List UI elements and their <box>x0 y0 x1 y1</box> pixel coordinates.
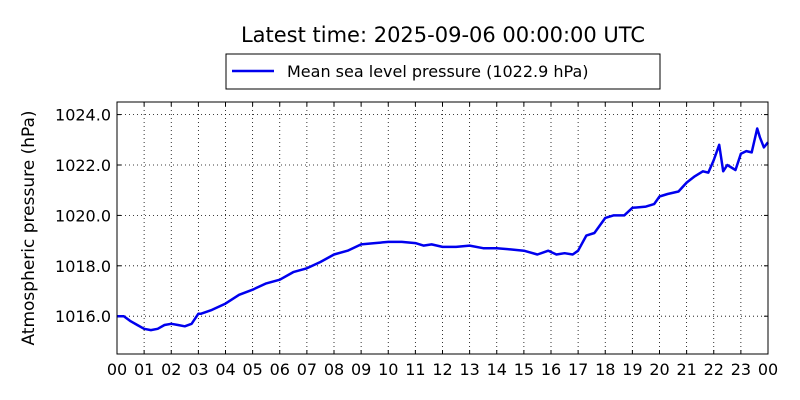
x-tick-label: 12 <box>432 360 452 379</box>
x-tick-label: 07 <box>297 360 317 379</box>
x-tick-label: 00 <box>107 360 127 379</box>
x-tick-label: 05 <box>242 360 262 379</box>
grid-lines <box>117 102 768 354</box>
series-line-mean-sea-level-pressure <box>117 127 769 332</box>
x-tick-label: 14 <box>487 360 507 379</box>
x-tick-label: 21 <box>676 360 696 379</box>
x-tick-label: 02 <box>161 360 181 379</box>
x-tick-label: 16 <box>541 360 561 379</box>
x-tick-label: 15 <box>514 360 534 379</box>
legend-box <box>225 53 661 90</box>
x-axis-ticks: 00 01 02 03 04 05 06 07 08 09 10 11 12 13 14 15 16 17 18 19… <box>107 102 778 379</box>
legend: Mean sea level pressure (1022.9 hPa) <box>225 53 661 90</box>
y-axis-label: Atmospheric pressure (hPa) <box>19 110 39 345</box>
y-tick-label: 1022.0 <box>55 156 111 175</box>
x-tick-label: 23 <box>731 360 751 379</box>
x-tick-label: 06 <box>270 360 290 379</box>
x-tick-label: 22 <box>704 360 724 379</box>
x-tick-label: 19 <box>622 360 642 379</box>
y-tick-label: 1024.0 <box>55 106 111 125</box>
x-tick-label: 13 <box>459 360 479 379</box>
y-axis-ticks: 1016.0 1018.0 1020.0 1022.0 1024.0 <box>55 106 768 326</box>
x-tick-label: 09 <box>351 360 371 379</box>
x-tick-label: 04 <box>215 360 235 379</box>
chart-title: Latest time: 2025-09-06 00:00:00 UTC <box>241 23 645 47</box>
legend-label: Mean sea level pressure (1022.9 hPa) <box>287 62 589 81</box>
y-tick-label: 1020.0 <box>55 206 111 225</box>
y-tick-label: 1018.0 <box>55 257 111 276</box>
x-tick-label: 03 <box>188 360 208 379</box>
x-tick-label: 08 <box>324 360 344 379</box>
x-tick-label: 01 <box>134 360 154 379</box>
x-tick-label: 00 <box>758 360 778 379</box>
x-tick-label: 17 <box>568 360 588 379</box>
x-tick-label: 18 <box>595 360 615 379</box>
x-tick-label: 11 <box>405 360 425 379</box>
y-tick-label: 1016.0 <box>55 307 111 326</box>
plot-area-frame <box>116 101 769 355</box>
x-tick-label: 20 <box>649 360 669 379</box>
x-tick-label: 10 <box>378 360 398 379</box>
